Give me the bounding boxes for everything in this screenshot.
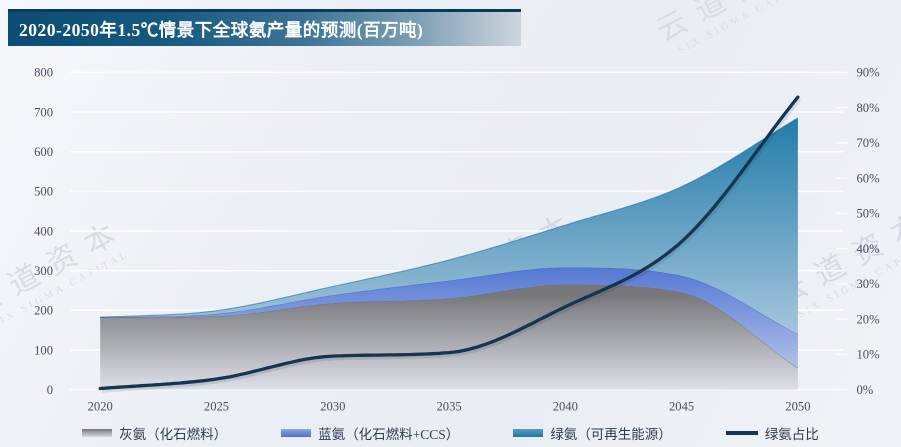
area-green-ammonia [100,117,799,335]
svg-text:10%: 10% [857,348,881,362]
svg-text:60%: 60% [857,171,881,185]
green-share-line [98,95,802,393]
x-axis-labels: 2020 2025 2030 2035 2040 2045 2050 [88,400,811,414]
svg-text:20%: 20% [857,312,881,326]
svg-text:700: 700 [34,105,53,119]
chart-title: 2020-2050年1.5℃情景下全球氨产量的预测(百万吨) [19,19,424,40]
left-axis-labels: 0 100 200 300 400 500 600 700 800 [34,66,53,397]
legend-swatch-green-share-line [725,431,758,435]
svg-text:50%: 50% [857,207,881,221]
svg-text:800: 800 [34,66,53,80]
svg-text:200: 200 [34,304,53,318]
legend-label-green-ammonia: 绿氨（可再生能源） [550,427,672,442]
svg-text:300: 300 [34,264,53,278]
legend-label-gray-ammonia: 灰氨（化石燃料） [119,427,228,442]
svg-text:2030: 2030 [320,400,345,414]
legend-swatch-gray-ammonia [82,429,113,437]
svg-text:0: 0 [47,383,53,397]
svg-text:2045: 2045 [669,400,694,414]
svg-text:40%: 40% [857,242,881,256]
svg-text:90%: 90% [857,66,881,80]
svg-text:2050: 2050 [785,400,810,414]
svg-text:600: 600 [34,145,53,159]
legend-item-green-share: 绿氨占比 [725,423,819,443]
svg-text:500: 500 [34,185,53,199]
svg-text:2035: 2035 [437,400,462,414]
legend-item-gray-ammonia: 灰氨（化石燃料） [82,423,227,443]
right-axis-labels: 0% 10% 20% 30% 40% 50% 60% 70% 80% 90% [857,66,881,397]
svg-text:2025: 2025 [204,400,229,414]
svg-text:80%: 80% [857,101,881,115]
legend-label-green-share: 绿氨占比 [764,427,819,442]
svg-text:100: 100 [34,343,53,357]
svg-text:30%: 30% [857,277,881,291]
legend-swatch-green-ammonia [513,429,544,437]
legend-label-blue-ammonia: 蓝氨（化石燃料+CCS） [318,427,460,442]
svg-text:2020: 2020 [88,400,113,414]
chart-legend: 灰氨（化石燃料） 蓝氨（化石燃料+CCS） 绿氨（可再生能源） 绿氨占比 [0,422,901,444]
legend-item-green-ammonia: 绿氨（可再生能源） [513,423,672,443]
svg-text:2040: 2040 [553,400,578,414]
area-gray-ammonia [100,283,799,390]
svg-text:0%: 0% [857,383,874,397]
chart-title-banner: 2020-2050年1.5℃情景下全球氨产量的预测(百万吨) [8,9,521,46]
svg-text:400: 400 [34,224,53,238]
legend-item-blue-ammonia: 蓝氨（化石燃料+CCS） [281,423,459,443]
svg-text:70%: 70% [857,136,881,150]
legend-swatch-blue-ammonia [281,429,312,437]
